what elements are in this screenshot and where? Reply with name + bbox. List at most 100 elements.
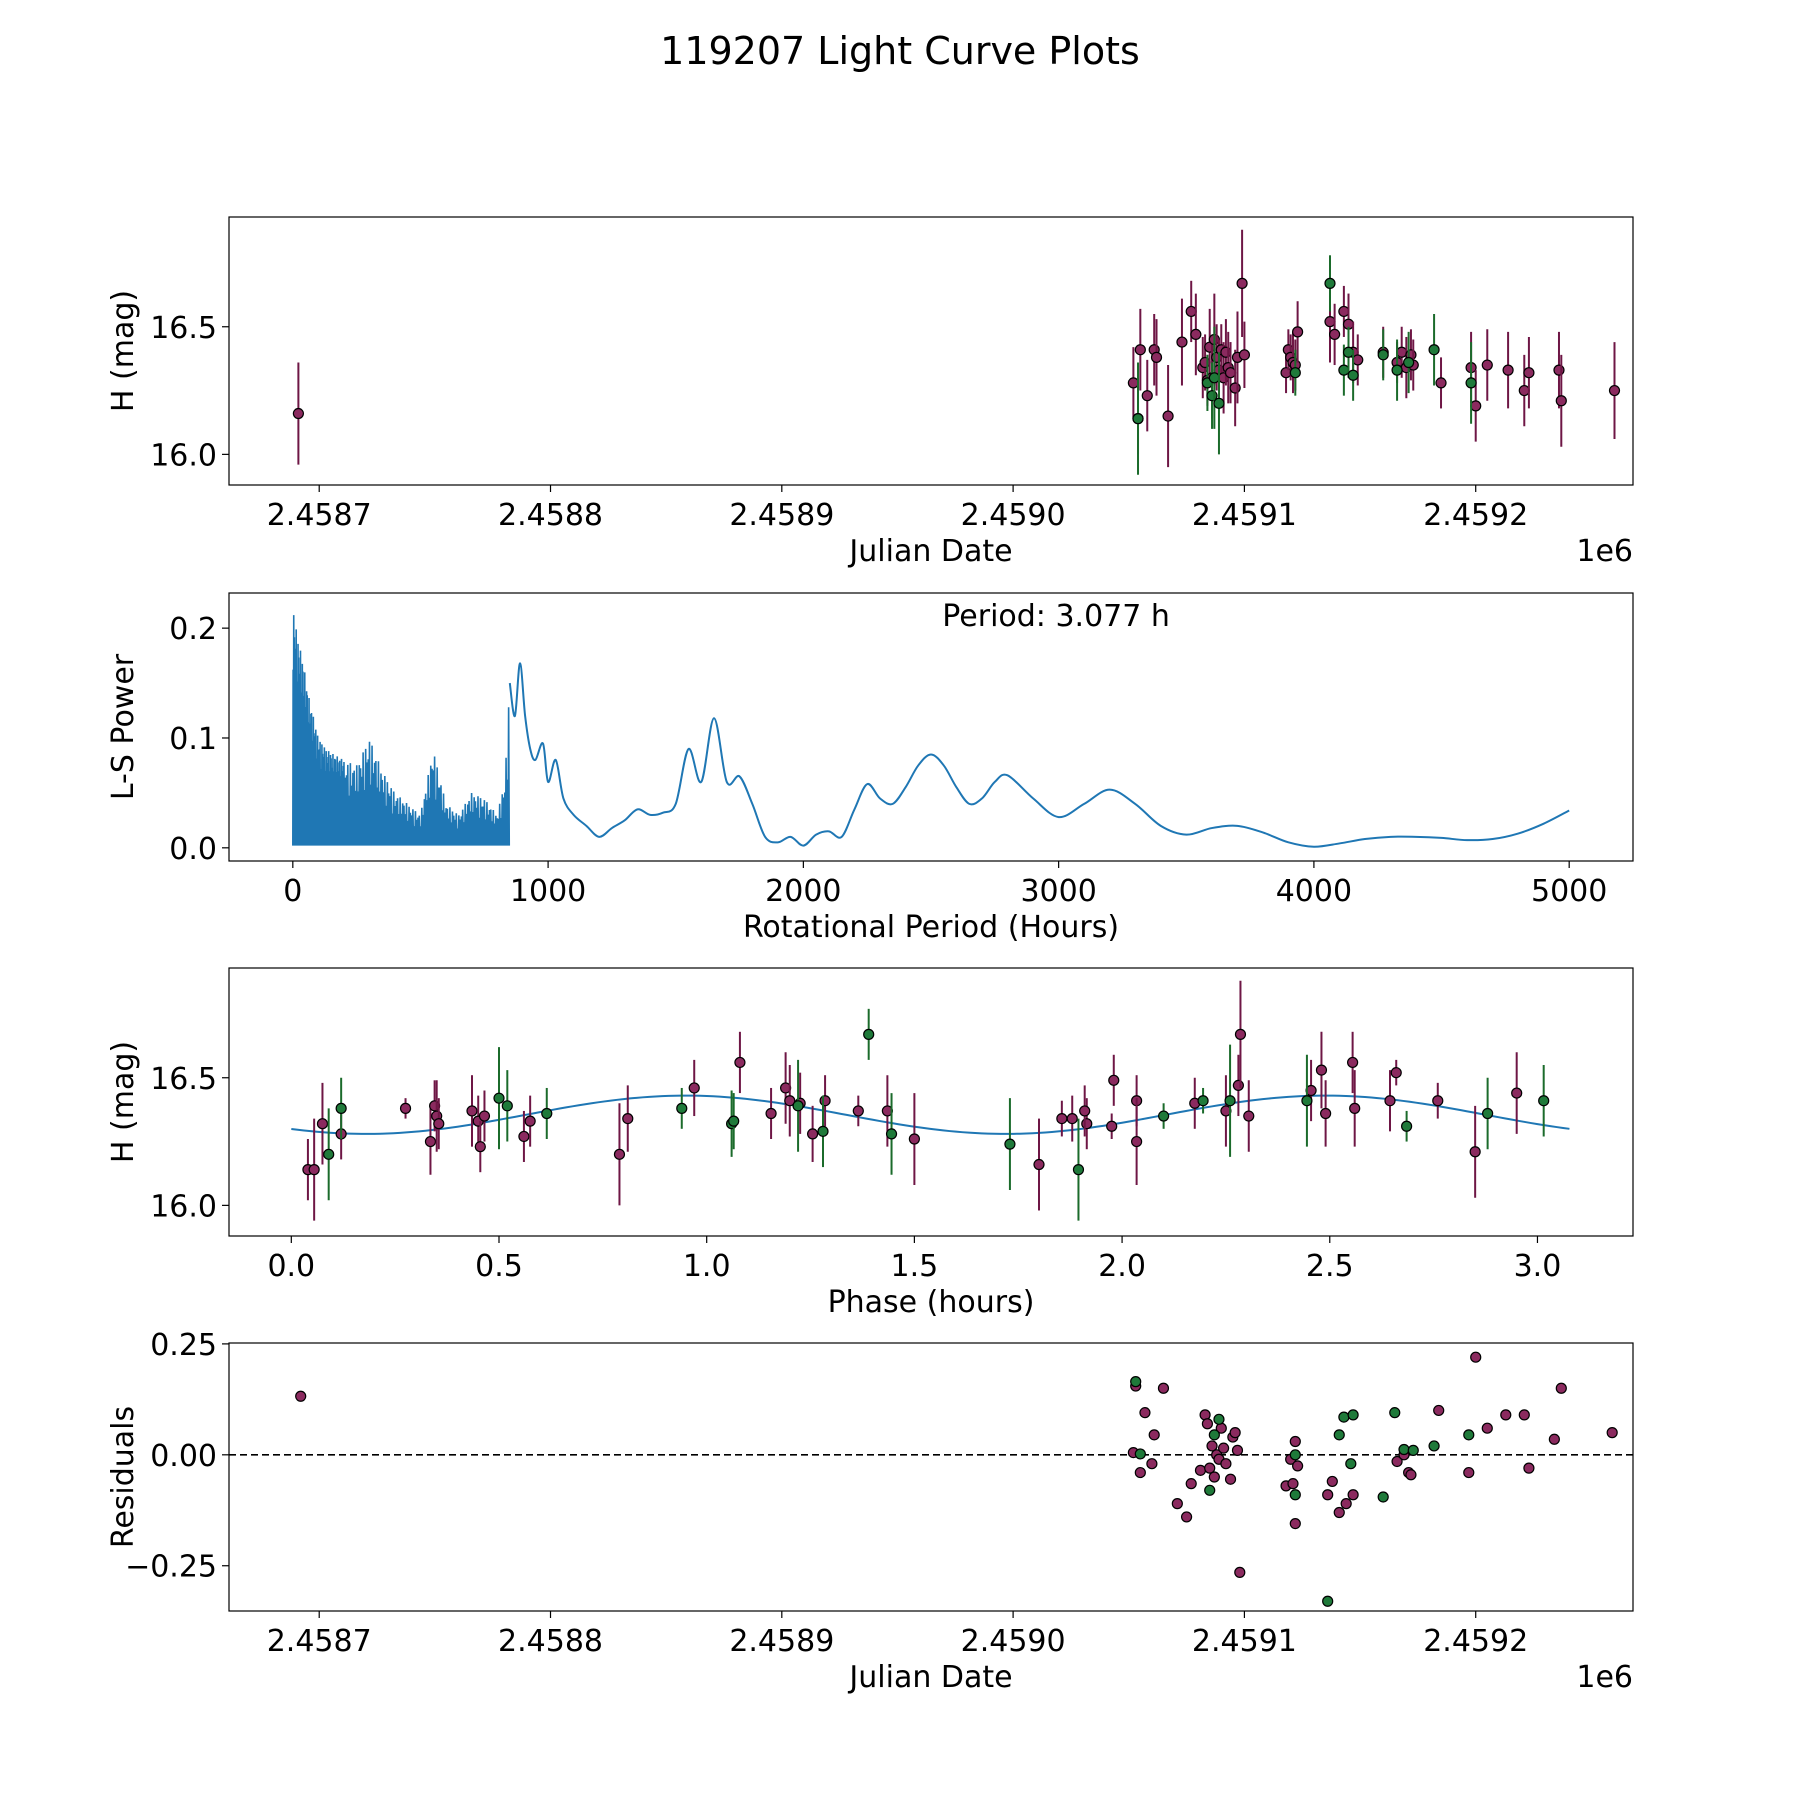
data-point [1329, 328, 1341, 341]
data-point [852, 1105, 864, 1117]
data-point [1224, 1473, 1237, 1485]
data-point [1432, 1095, 1444, 1107]
y-tick-label: 0.1 [169, 722, 217, 757]
x-tick-label: 3.0 [1514, 1249, 1562, 1284]
data-point [1481, 359, 1493, 371]
data-point [1347, 1409, 1359, 1421]
data-point [1384, 1095, 1396, 1107]
data-point [1342, 346, 1355, 358]
x-axis-label: Phase (hours) [828, 1285, 1035, 1320]
data-point [1606, 1427, 1618, 1439]
data-point [1407, 1444, 1419, 1456]
y-tick-label: 16.0 [150, 438, 217, 473]
data-point [1236, 277, 1248, 289]
axes-frame [228, 967, 1634, 1237]
x-tick-label: 2.4588 [498, 1624, 603, 1659]
data-point [613, 1148, 626, 1160]
data-point [1469, 1146, 1481, 1158]
data-point [1608, 384, 1621, 397]
data-point [1523, 367, 1535, 379]
data-point [1072, 1164, 1085, 1176]
data-point [1157, 1382, 1170, 1394]
data-point [1197, 1095, 1209, 1107]
data-point [1206, 1440, 1218, 1452]
data-point [819, 1095, 831, 1107]
data-point [1185, 305, 1197, 318]
data-point [1403, 356, 1415, 369]
data-point [1463, 1429, 1475, 1441]
x-tick-label: 2000 [765, 874, 841, 909]
data-point [1224, 1095, 1236, 1107]
data-point [1289, 1435, 1301, 1448]
data-point [1224, 367, 1237, 379]
data-point [1213, 397, 1225, 409]
data-point [1238, 349, 1251, 361]
resid-plot-area [229, 1351, 1633, 1607]
data-point [1500, 1409, 1512, 1421]
data-point [1322, 1489, 1334, 1501]
data-point [1338, 364, 1350, 376]
data-point [478, 1110, 491, 1122]
data-point [1538, 1095, 1550, 1107]
x-tick-label: 2.4590 [961, 1624, 1066, 1659]
data-point [308, 1164, 320, 1176]
data-point [1232, 1079, 1244, 1092]
x-axis-label: Rotational Period (Hours) [743, 910, 1119, 945]
data-point [1502, 364, 1514, 376]
data-point [1396, 346, 1408, 358]
data-point [1066, 1112, 1078, 1125]
x-tick-label: 0 [283, 874, 302, 909]
data-point [1229, 1427, 1241, 1439]
data-point [1176, 336, 1188, 348]
data-point [1292, 1460, 1304, 1472]
data-point [765, 1107, 777, 1120]
lc-plot-area [292, 229, 1621, 475]
data-point [1217, 1442, 1230, 1454]
data-point [1213, 1413, 1225, 1425]
data-point [1338, 1411, 1350, 1423]
data-point [1220, 1458, 1232, 1470]
data-point [1315, 1064, 1328, 1076]
axes-frame [228, 592, 1634, 862]
data-point [1333, 1506, 1345, 1519]
data-point [1322, 1595, 1334, 1607]
data-point [501, 1100, 513, 1112]
x-tick-label: 0.0 [267, 1249, 315, 1284]
data-point [1377, 349, 1389, 361]
data-point [1518, 384, 1530, 397]
data-point [807, 1128, 819, 1140]
phase-folded-panel: 0.0 0.5 1.0 1.5 2.0 2.5 3.0 16.0 16.5 Phase (hour… [106, 967, 1634, 1320]
data-point [295, 1390, 307, 1402]
data-point [1190, 328, 1202, 341]
data-point [688, 1082, 700, 1094]
data-point [1289, 1517, 1301, 1530]
data-point [433, 1118, 445, 1130]
y-axis-label: Residuals [106, 1406, 141, 1548]
x-tick-label: 1000 [510, 874, 586, 909]
data-point [1194, 1464, 1207, 1476]
x-tick-label: 2.4590 [961, 498, 1066, 533]
x-axis-label: Julian Date [847, 1660, 1012, 1695]
data-point [1340, 1498, 1352, 1510]
data-point [1171, 1498, 1183, 1510]
data-point [1131, 1135, 1143, 1148]
data-point [424, 1135, 437, 1148]
x-tick-label: 2.4589 [729, 498, 834, 533]
data-point [1435, 377, 1447, 389]
light-curve-panel: 2.4587 2.4588 2.4589 2.4590 2.4591 2.4592 16.0… [106, 216, 1634, 569]
data-point [1204, 1484, 1216, 1496]
data-point [1201, 1418, 1214, 1430]
data-point [1553, 364, 1565, 376]
periodogram-dense-segment [292, 615, 511, 846]
data-point [1033, 1158, 1045, 1171]
data-point [1518, 1409, 1530, 1421]
data-point [1292, 326, 1304, 338]
data-point [1134, 1466, 1146, 1479]
data-point [1287, 1478, 1299, 1490]
y-tick-label: 16.0 [150, 1189, 217, 1224]
x-tick-label: 2.4589 [729, 1624, 834, 1659]
x-tick-label: 2.0 [1098, 1249, 1146, 1284]
data-point [1428, 1440, 1440, 1452]
data-point [1465, 377, 1477, 389]
